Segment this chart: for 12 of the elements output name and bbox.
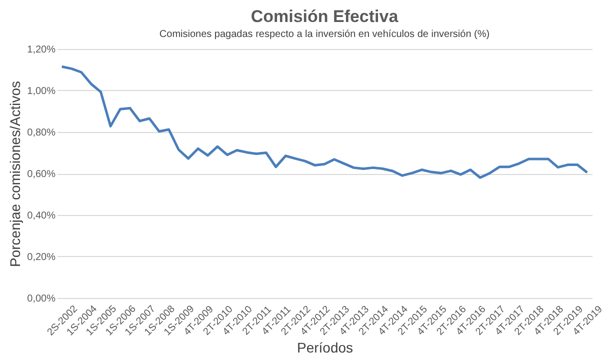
- y-tick-label: 0,60%: [27, 169, 56, 180]
- y-tick-label: 1,00%: [27, 86, 56, 97]
- y-tick-label: 0,00%: [27, 294, 56, 304]
- line-series: [60, 65, 588, 179]
- y-axis-title: Porcenjae comisiones/Activos: [7, 81, 24, 267]
- y-tick-label: 0,80%: [27, 128, 56, 138]
- y-tick-label: 0,20%: [27, 252, 56, 263]
- chart-title: Comisión Efectiva: [250, 7, 399, 26]
- y-tick-label: 1,20%: [27, 44, 56, 56]
- y-tick-label: 0,40%: [27, 210, 56, 222]
- x-axis-title: Períodos: [296, 339, 354, 356]
- chart-subtitle: Comisiones pagadas respecto a la inversión en vehículos de inversión (%): [159, 29, 490, 40]
